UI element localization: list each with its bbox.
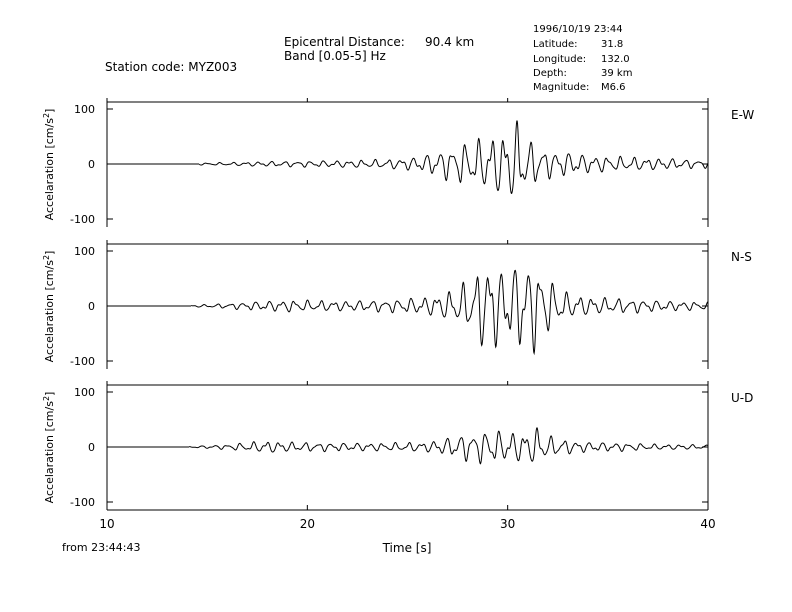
y-tick-label: -100 <box>70 355 95 368</box>
epicentral-distance-label: Epicentral Distance: <box>284 35 405 49</box>
waveform-trace-u-d <box>189 427 709 465</box>
component-label-u-d: U-D <box>731 391 753 405</box>
y-tick-label: -100 <box>70 496 95 509</box>
x-tick-label: 30 <box>500 517 515 531</box>
y-tick-label: 100 <box>74 103 95 116</box>
magnitude-value: M6.6 <box>601 82 626 93</box>
depth-value: 39 km <box>601 68 633 79</box>
latitude-value: 31.8 <box>601 39 624 50</box>
y-axis-label: Accelaration [cm/s2] <box>42 251 57 363</box>
longitude-label: Longitude: <box>533 54 587 65</box>
y-axis-label: Accelaration [cm/s2] <box>42 392 57 504</box>
longitude-value: 132.0 <box>601 54 630 65</box>
event-datetime: 1996/10/19 23:44 <box>533 24 623 35</box>
waveform-trace-e-w <box>198 120 709 194</box>
x-tick-label: 10 <box>99 517 114 531</box>
component-label-e-w: E-W <box>731 108 754 122</box>
y-tick-label: 0 <box>88 441 95 454</box>
y-axis-label: Accelaration [cm/s2] <box>42 109 57 221</box>
x-tick-label: 40 <box>700 517 715 531</box>
frequency-band: Band [0.05-5] Hz <box>284 49 386 63</box>
epicentral-distance-value: 90.4 km <box>425 35 475 49</box>
y-tick-label: 0 <box>88 300 95 313</box>
magnitude-label: Magnitude: <box>533 82 590 93</box>
depth-label: Depth: <box>533 68 567 79</box>
latitude-label: Latitude: <box>533 39 578 50</box>
waveform-trace-n-s <box>190 269 709 356</box>
y-tick-label: 0 <box>88 158 95 171</box>
component-label-n-s: N-S <box>731 250 752 264</box>
station-code: Station code: MYZ003 <box>105 60 238 74</box>
y-tick-label: -100 <box>70 213 95 226</box>
x-tick-label: 20 <box>300 517 315 531</box>
start-time-label: from 23:44:43 <box>62 541 141 554</box>
y-tick-label: 100 <box>74 245 95 258</box>
x-axis-label: Time [s] <box>382 541 432 555</box>
y-tick-label: 100 <box>74 386 95 399</box>
